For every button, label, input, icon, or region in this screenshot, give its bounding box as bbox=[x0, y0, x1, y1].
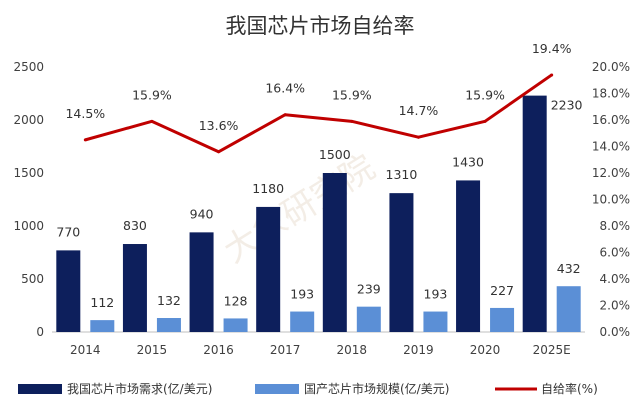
right-tick-label: 18.0% bbox=[592, 87, 630, 101]
line-value-label: 14.5% bbox=[65, 106, 105, 121]
line-point bbox=[83, 138, 87, 142]
x-tick-label: 2015 bbox=[137, 343, 168, 357]
left-tick-label: 0 bbox=[36, 325, 44, 339]
demand-bar bbox=[389, 193, 414, 332]
line-value-label: 15.9% bbox=[132, 87, 172, 102]
bars bbox=[56, 95, 581, 333]
domestic-value-label: 193 bbox=[424, 287, 448, 302]
right-tick-label: 8.0% bbox=[600, 219, 631, 233]
right-tick-label: 0.0% bbox=[600, 325, 631, 339]
line-point bbox=[150, 119, 154, 123]
line-layer: 14.5% 15.9% 13.6% 16.4% 15.9% 14.7% 15.9% 19.4% bbox=[65, 41, 572, 154]
domestic-value-label: 239 bbox=[357, 282, 381, 297]
line-point bbox=[217, 150, 221, 154]
line-point bbox=[416, 135, 420, 139]
legend-label-domestic: 国产芯片市场规模(亿/美元) bbox=[304, 381, 449, 396]
demand-bar bbox=[189, 232, 214, 332]
domestic-value-label: 227 bbox=[490, 283, 514, 298]
demand-value-label: 1430 bbox=[452, 154, 484, 169]
line-point bbox=[350, 119, 354, 123]
line-value-label: 16.4% bbox=[265, 81, 305, 96]
x-tick-label: 2016 bbox=[203, 343, 234, 357]
domestic-bar bbox=[556, 286, 581, 332]
domestic-value-label: 112 bbox=[90, 295, 114, 310]
x-tick-label: 2017 bbox=[270, 343, 301, 357]
demand-bar bbox=[122, 244, 147, 332]
domestic-value-label: 128 bbox=[224, 293, 248, 308]
legend-swatch-demand bbox=[18, 384, 62, 394]
line-point bbox=[550, 73, 554, 77]
domestic-bar bbox=[490, 307, 515, 332]
right-tick-label: 12.0% bbox=[592, 166, 630, 180]
domestic-bar bbox=[156, 318, 181, 332]
right-tick-label: 20.0% bbox=[592, 60, 630, 74]
right-tick-label: 14.0% bbox=[592, 140, 630, 154]
self-sufficiency-line bbox=[84, 73, 553, 154]
line-point bbox=[483, 119, 487, 123]
x-tick-label: 2025E bbox=[533, 343, 571, 357]
domestic-value-label: 193 bbox=[290, 287, 314, 302]
demand-bar bbox=[322, 173, 347, 332]
x-tick-label: 2018 bbox=[337, 343, 368, 357]
left-axis: 0 500 1000 1500 2000 2500 bbox=[13, 60, 44, 339]
line-value-label: 13.6% bbox=[199, 118, 239, 133]
demand-bar bbox=[56, 250, 81, 332]
line-value-label: 19.4% bbox=[532, 41, 572, 56]
demand-bar bbox=[522, 95, 547, 333]
right-tick-label: 4.0% bbox=[600, 272, 631, 286]
legend-swatch-domestic bbox=[255, 384, 299, 394]
domestic-bar bbox=[223, 318, 248, 332]
domestic-bar bbox=[356, 306, 381, 332]
demand-value-label: 2230 bbox=[551, 98, 583, 113]
x-tick-label: 2019 bbox=[403, 343, 434, 357]
demand-value-label: 1500 bbox=[319, 147, 351, 162]
demand-bar bbox=[456, 180, 481, 332]
left-tick-label: 2000 bbox=[13, 113, 44, 127]
x-axis: 2014 2015 2016 2017 2018 2019 2020 2025E bbox=[52, 331, 585, 357]
demand-value-label: 830 bbox=[123, 218, 147, 233]
right-tick-label: 10.0% bbox=[592, 193, 630, 207]
right-tick-label: 2.0% bbox=[600, 299, 631, 313]
right-tick-label: 16.0% bbox=[592, 113, 630, 127]
domestic-bar bbox=[290, 311, 315, 332]
bar-labels: 770 112 830 132 940 128 1180 193 1500 239 1310 193 1… bbox=[56, 98, 582, 311]
left-tick-label: 1500 bbox=[13, 166, 44, 180]
demand-value-label: 1180 bbox=[252, 181, 284, 196]
left-tick-label: 500 bbox=[21, 272, 44, 286]
watermark: 大象研究院 bbox=[217, 147, 382, 271]
demand-value-label: 940 bbox=[190, 206, 214, 221]
left-tick-label: 2500 bbox=[13, 60, 44, 74]
legend: 我国芯片市场需求(亿/美元) 国产芯片市场规模(亿/美元) 自给率(%) bbox=[18, 381, 598, 396]
line-value-label: 15.9% bbox=[465, 87, 505, 102]
legend-label-rate: 自给率(%) bbox=[541, 381, 598, 396]
line-value-label: 14.7% bbox=[399, 103, 439, 118]
demand-value-label: 770 bbox=[56, 224, 80, 239]
x-tick-label: 2020 bbox=[470, 343, 501, 357]
right-tick-label: 6.0% bbox=[600, 246, 631, 260]
right-axis: 0.0% 2.0% 4.0% 6.0% 8.0% 10.0% 12.0% 14.0% 16.0%… bbox=[592, 60, 630, 339]
line-value-label: 15.9% bbox=[332, 87, 372, 102]
legend-label-demand: 我国芯片市场需求(亿/美元) bbox=[67, 381, 212, 396]
chart-title: 我国芯片市场自给率 bbox=[226, 14, 415, 38]
x-tick-label: 2014 bbox=[70, 343, 101, 357]
domestic-value-label: 132 bbox=[157, 293, 181, 308]
domestic-bar bbox=[423, 311, 448, 332]
domestic-bar bbox=[90, 320, 115, 332]
left-tick-label: 1000 bbox=[13, 219, 44, 233]
line-point bbox=[283, 113, 287, 117]
domestic-value-label: 432 bbox=[557, 261, 581, 276]
demand-bar bbox=[256, 206, 281, 332]
demand-value-label: 1310 bbox=[386, 167, 418, 182]
